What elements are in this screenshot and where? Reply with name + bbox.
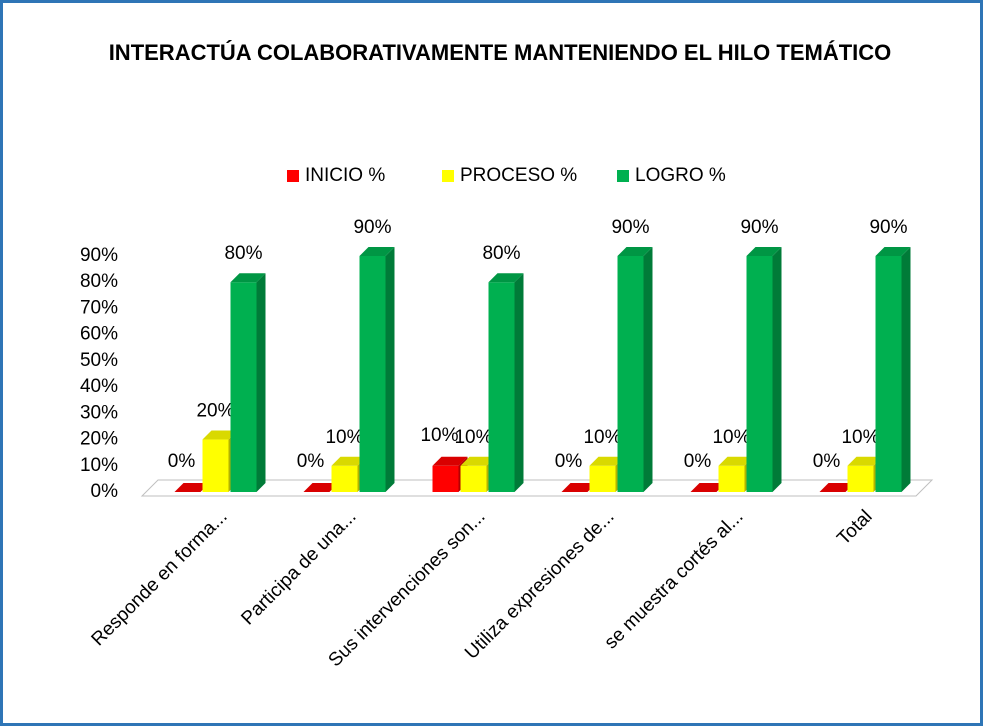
value-label: 10% <box>325 427 363 448</box>
bar <box>359 256 386 492</box>
bar-side <box>772 247 782 492</box>
legend-swatch <box>287 170 299 182</box>
bar <box>331 465 358 492</box>
bar <box>875 256 902 492</box>
value-label: 90% <box>869 217 907 238</box>
bar-top <box>690 483 726 492</box>
value-label: 80% <box>224 243 262 264</box>
value-label: 0% <box>813 451 841 472</box>
bar <box>432 465 459 492</box>
value-label: 10% <box>583 427 621 448</box>
bar-top <box>875 247 911 256</box>
bar <box>847 465 874 492</box>
bar-side <box>385 247 395 492</box>
bar <box>589 465 616 492</box>
legend-swatch <box>617 170 629 182</box>
value-label: 10% <box>841 427 879 448</box>
y-tick-label: 0% <box>91 481 119 502</box>
bar-top <box>718 456 754 466</box>
y-tick-label: 60% <box>80 324 118 345</box>
y-tick-label: 70% <box>80 297 118 318</box>
bar-top <box>202 430 238 440</box>
y-tick-label: 20% <box>80 429 118 450</box>
y-tick-label: 40% <box>80 376 118 397</box>
bar <box>488 282 515 492</box>
y-tick-label: 80% <box>80 271 118 292</box>
bar-side <box>256 273 266 492</box>
y-tick-label: 10% <box>80 455 118 476</box>
bar-top <box>589 456 625 466</box>
y-tick-label: 50% <box>80 350 118 371</box>
value-label: 20% <box>196 401 234 422</box>
value-label: 90% <box>353 217 391 238</box>
legend-label: INICIO % <box>305 165 385 186</box>
bar <box>718 465 745 492</box>
bar-top <box>460 456 496 466</box>
bar-top <box>561 483 597 492</box>
value-label: 80% <box>482 243 520 264</box>
bar <box>202 439 229 492</box>
y-tick-label: 90% <box>80 245 118 266</box>
bar-top <box>847 456 883 466</box>
bar-top <box>488 273 524 283</box>
bar-top <box>331 456 367 466</box>
value-label: 0% <box>297 451 325 472</box>
bar-top <box>359 247 395 256</box>
value-label: 90% <box>611 217 649 238</box>
chart-title: INTERACTÚA COLABORATIVAMENTE MANTENIENDO… <box>108 40 892 65</box>
bar-side <box>514 273 524 492</box>
bar <box>460 465 487 492</box>
value-label: 10% <box>420 425 458 446</box>
value-label: 0% <box>684 451 712 472</box>
value-label: 90% <box>740 217 778 238</box>
bar-side <box>901 247 911 492</box>
bar-top <box>432 456 468 466</box>
bar-top <box>174 483 210 492</box>
value-label: 10% <box>454 427 492 448</box>
bar-top <box>617 247 653 256</box>
legend-swatch <box>442 170 454 182</box>
value-label: 10% <box>712 427 750 448</box>
bar-top <box>819 483 855 492</box>
value-label: 0% <box>555 451 583 472</box>
bar <box>617 256 644 492</box>
legend-label: PROCESO % <box>460 165 577 186</box>
bar <box>230 282 257 492</box>
bar-top <box>746 247 782 256</box>
value-label: 0% <box>168 451 196 472</box>
bar-top <box>303 483 339 492</box>
legend-label: LOGRO % <box>635 165 726 186</box>
bar-top <box>230 273 266 283</box>
bar <box>746 256 773 492</box>
bar-side <box>643 247 653 492</box>
y-tick-label: 30% <box>80 402 118 423</box>
